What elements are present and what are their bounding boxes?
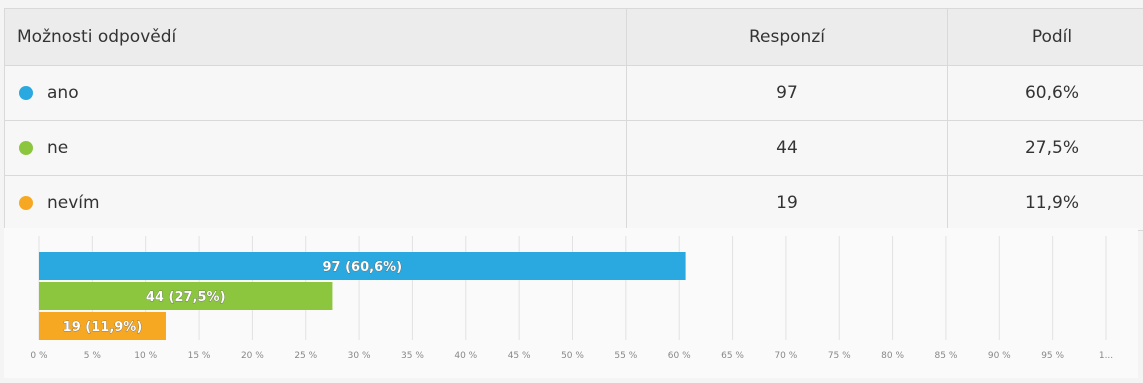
bar-data-label: 44 (27,5%)	[146, 290, 226, 305]
x-tick-label: 80 %	[881, 351, 904, 361]
x-tick-label: 85 %	[935, 351, 958, 361]
responses-cell: 97	[627, 66, 948, 121]
x-tick-label: 20 %	[241, 351, 264, 361]
x-tick-label: 70 %	[774, 351, 797, 361]
chart-panel: 0 % 5 % 10 % 15 % 20 % 25 % 30 % 35 % 40 % 45 % 50…	[4, 228, 1138, 378]
table-row: ano 97 60,6%	[5, 66, 1143, 121]
responses-cell: 19	[627, 176, 948, 231]
x-tick-label: 15 %	[188, 351, 211, 361]
option-label: ne	[47, 138, 68, 158]
share-cell: 27,5%	[948, 121, 1143, 176]
x-tick-label: 55 %	[614, 351, 637, 361]
bar-data-label: 19 (11,9%)	[63, 320, 143, 335]
x-tick-label: 5 %	[84, 351, 102, 361]
bar-data-label: 97 (60,6%)	[322, 260, 402, 275]
x-tick-label: 75 %	[828, 351, 851, 361]
header-responses: Responzí	[627, 9, 948, 66]
legend-dot-icon	[19, 86, 33, 100]
x-tick-label: 0 %	[30, 351, 48, 361]
x-tick-label: 35 %	[401, 351, 424, 361]
share-cell: 60,6%	[948, 66, 1143, 121]
x-tick-label: 1...	[1099, 351, 1113, 361]
x-tick-label: 95 %	[1041, 351, 1064, 361]
table-header-row: Možnosti odpovědí Responzí Podíl	[5, 9, 1143, 66]
share-cell: 11,9%	[948, 176, 1143, 231]
x-tick-label: 60 %	[668, 351, 691, 361]
option-cell: ne	[5, 121, 627, 176]
option-cell: ano	[5, 66, 627, 121]
bar-chart: 0 % 5 % 10 % 15 % 20 % 25 % 30 % 35 % 40 % 45 % 50…	[4, 228, 1138, 378]
x-tick-label: 65 %	[721, 351, 744, 361]
x-tick-label: 90 %	[988, 351, 1011, 361]
x-tick-label: 40 %	[454, 351, 477, 361]
legend-dot-icon	[19, 141, 33, 155]
x-tick-label: 10 %	[134, 351, 157, 361]
header-options: Možnosti odpovědí	[5, 9, 627, 66]
x-tick-label: 45 %	[508, 351, 531, 361]
option-cell: nevím	[5, 176, 627, 231]
legend-dot-icon	[19, 196, 33, 210]
header-share: Podíl	[948, 9, 1143, 66]
results-table: Možnosti odpovědí Responzí Podíl ano 97 …	[4, 8, 1143, 231]
table-row: nevím 19 11,9%	[5, 176, 1143, 231]
x-tick-label: 25 %	[294, 351, 317, 361]
x-tick-label: 50 %	[561, 351, 584, 361]
table-row: ne 44 27,5%	[5, 121, 1143, 176]
x-tick-label: 30 %	[348, 351, 371, 361]
option-label: nevím	[47, 193, 100, 213]
responses-cell: 44	[627, 121, 948, 176]
option-label: ano	[47, 83, 79, 103]
